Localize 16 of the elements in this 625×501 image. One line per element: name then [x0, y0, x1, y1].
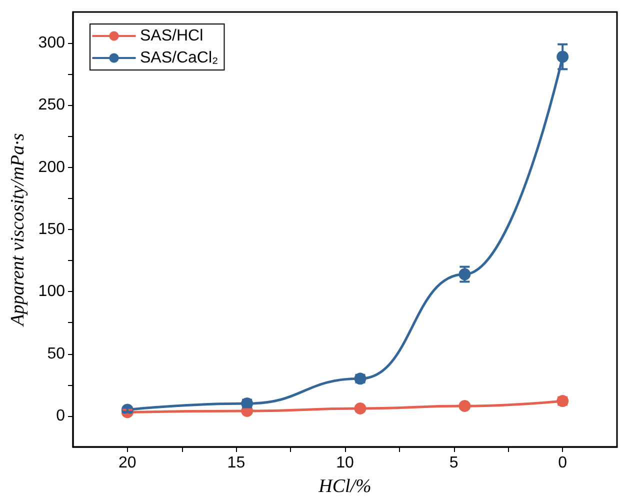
y-tick-label: 150 [38, 221, 66, 238]
y-tick-label: 200 [38, 158, 66, 176]
x-tick-label: 20 [118, 454, 136, 472]
x-tick-label: 15 [227, 454, 246, 472]
x-axis-title: HCl/% [318, 476, 372, 497]
x-tick-label: 0 [558, 454, 568, 472]
y-axis-title: Apparent viscosity/mPa·s [7, 133, 28, 328]
y-tick-label: 300 [38, 34, 66, 52]
y-tick-label: 100 [38, 283, 66, 300]
legend-label: SAS/CaCl₂ [140, 50, 218, 66]
x-tick-label: 5 [449, 454, 458, 472]
y-tick-label: 50 [47, 345, 66, 362]
y-tick-label: 250 [38, 96, 66, 114]
legend-label: SAS/HCl [140, 28, 204, 44]
x-tick-label: 10 [336, 454, 354, 472]
y-tick-label: 0 [56, 407, 66, 424]
